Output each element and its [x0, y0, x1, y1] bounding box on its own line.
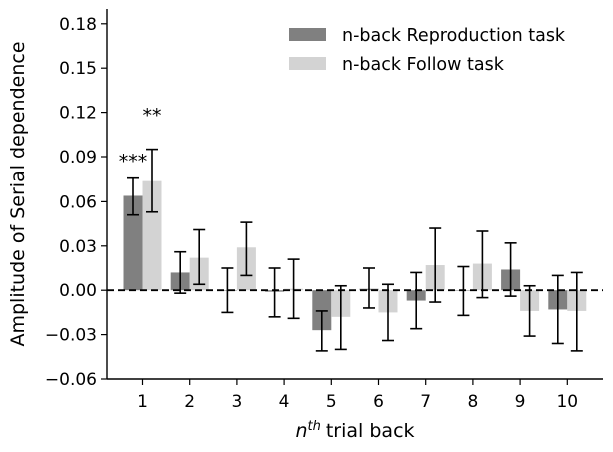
- x-tick-label: 2: [184, 392, 195, 412]
- errorbar-series0-cat7: [410, 271, 423, 330]
- errorbar-series1-cat7: [429, 227, 442, 303]
- legend-swatch-follow: [289, 57, 326, 70]
- errorbar-series0-cat3: [221, 267, 234, 314]
- errorbar-series1-cat3: [240, 221, 253, 277]
- error-bars: [127, 148, 583, 352]
- legend-label-follow: n-back Follow task: [342, 55, 505, 75]
- y-axis-title: Amplitude of Serial dependence: [7, 41, 29, 346]
- errorbar-series1-cat10: [570, 271, 583, 352]
- significance-annotations: *****: [119, 105, 162, 173]
- y-tick-label: 0.15: [59, 59, 97, 79]
- legend: n-back Reproduction task n-back Follow t…: [289, 26, 566, 75]
- x-tick-label: 3: [231, 392, 242, 412]
- x-tick-label: 4: [279, 392, 290, 412]
- x-tick-label: 9: [515, 392, 526, 412]
- errorbar-series0-cat1: [127, 176, 139, 216]
- y-tick-label: 0.00: [59, 281, 97, 301]
- x-axis-title-prefix: n: [295, 420, 307, 442]
- errorbar-series1-cat6: [382, 283, 394, 342]
- x-axis-title: nth trial back: [295, 419, 414, 442]
- errorbar-series0-cat10: [551, 274, 564, 345]
- bar-series0-cat1: [123, 195, 143, 291]
- bars: [123, 180, 587, 331]
- y-tick-label: −0.06: [45, 370, 97, 390]
- errorbar-series0-cat2: [174, 250, 187, 294]
- errorbar-series0-cat4: [268, 267, 281, 318]
- axes: −0.06 −0.03 0.00 0.03 0.06 0.09 0.12 0.15 0.18 1 2…: [45, 9, 603, 412]
- errorbar-series1-cat4: [287, 258, 300, 320]
- errorbar-series0-cat9: [504, 242, 517, 297]
- bar-series1-cat1: [142, 180, 162, 291]
- x-tick-label: 1: [137, 392, 148, 412]
- errorbar-series0-cat6: [363, 267, 375, 309]
- x-tick-label: 7: [420, 392, 431, 412]
- x-tick-label: 5: [326, 392, 337, 412]
- errorbar-series1-cat2: [193, 228, 206, 286]
- y-tick-label: 0.03: [59, 237, 97, 257]
- y-tick-label: 0.09: [59, 148, 97, 168]
- errorbar-series1-cat1: [146, 148, 158, 213]
- errorbar-series1-cat5: [334, 284, 347, 351]
- errorbar-series1-cat8: [476, 230, 489, 299]
- x-axis-title-text: trial back: [326, 420, 415, 442]
- y-tick-label: −0.03: [45, 326, 97, 346]
- significance-marker: ***: [119, 151, 148, 173]
- x-tick-label: 10: [556, 392, 578, 412]
- x-axis-title-superscript: th: [308, 419, 321, 434]
- x-tick-label: 6: [373, 392, 384, 412]
- legend-label-reproduction: n-back Reproduction task: [342, 26, 566, 46]
- y-tick-label: 0.06: [59, 192, 97, 212]
- y-tick-label: 0.18: [59, 15, 97, 35]
- x-tick-label: 8: [467, 392, 478, 412]
- errorbar-series1-cat9: [523, 284, 536, 337]
- y-tick-label: 0.12: [59, 104, 97, 124]
- significance-marker: **: [143, 105, 162, 127]
- legend-swatch-reproduction: [289, 28, 326, 41]
- errorbar-series0-cat5: [315, 310, 328, 352]
